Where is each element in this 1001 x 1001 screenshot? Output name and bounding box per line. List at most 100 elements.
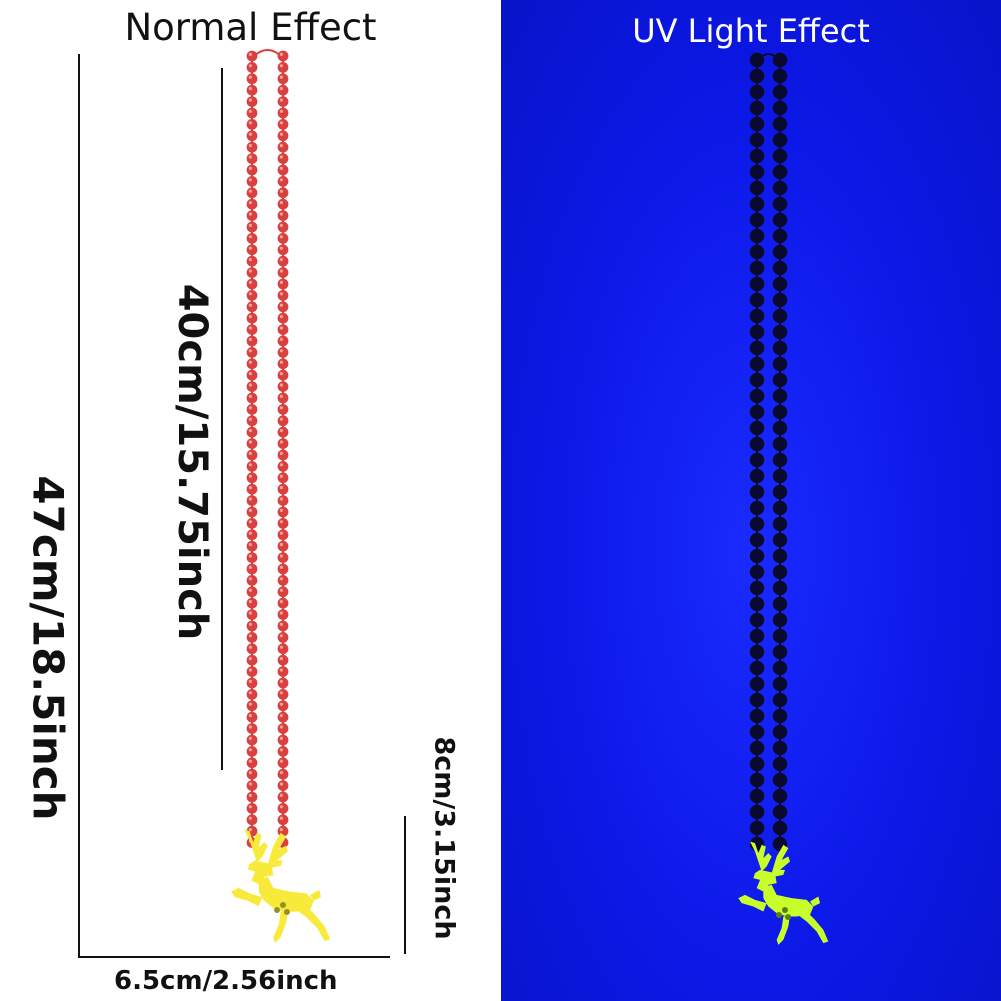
bead	[246, 711, 258, 723]
bead	[277, 62, 289, 73]
bead	[749, 228, 765, 244]
bead-highlight	[248, 805, 252, 809]
bead	[772, 260, 788, 276]
bead	[246, 347, 258, 358]
bead	[772, 404, 788, 420]
bead	[277, 278, 289, 290]
bead	[772, 132, 788, 148]
bead	[772, 164, 788, 180]
bead	[749, 52, 765, 68]
bead	[246, 552, 258, 563]
bead	[246, 791, 258, 803]
bead	[277, 358, 289, 370]
bead	[772, 292, 788, 308]
bead-highlight	[248, 417, 252, 421]
bead-highlight	[279, 748, 283, 752]
black-bead-necklace	[749, 52, 788, 852]
bead	[749, 708, 765, 724]
bead	[749, 644, 765, 660]
bead	[749, 804, 765, 820]
bead-highlight	[279, 303, 283, 307]
bead	[277, 746, 289, 757]
bead-highlight	[279, 429, 283, 433]
bead	[277, 643, 289, 655]
bead	[277, 472, 289, 484]
bead-highlight	[248, 121, 252, 125]
bead	[277, 96, 289, 107]
bead-highlight	[279, 554, 283, 558]
bead	[246, 312, 258, 324]
bead	[246, 620, 258, 632]
bead	[772, 580, 788, 596]
bead	[246, 506, 258, 518]
bead-highlight	[248, 816, 252, 820]
bead	[246, 449, 258, 461]
bead	[246, 404, 258, 415]
bead-highlight	[248, 315, 252, 319]
bead	[772, 324, 788, 340]
bead	[277, 392, 289, 404]
bead	[277, 814, 289, 826]
bead	[277, 153, 289, 165]
pendant-spot	[274, 907, 280, 913]
bead-highlight	[279, 588, 283, 592]
bead	[246, 734, 258, 746]
bead	[246, 768, 258, 780]
bead	[749, 164, 765, 180]
bead	[749, 468, 765, 484]
bead	[277, 734, 289, 746]
bead-highlight	[279, 691, 283, 695]
bead-highlight	[248, 201, 252, 205]
bead	[246, 529, 258, 541]
bead-highlight	[279, 600, 283, 604]
pendant-height-line	[404, 816, 406, 954]
bead	[277, 518, 289, 529]
bead	[246, 96, 258, 107]
bead-highlight	[279, 189, 283, 193]
bead	[772, 660, 788, 676]
bead-highlight	[279, 269, 283, 273]
bead	[246, 757, 258, 769]
bead-highlight	[248, 782, 252, 786]
bead	[277, 404, 289, 415]
bead	[246, 176, 258, 187]
bead-highlight	[248, 565, 252, 570]
bead	[772, 724, 788, 740]
bead-highlight	[248, 736, 252, 741]
bead-highlight	[248, 303, 252, 307]
bead-highlight	[248, 600, 252, 604]
bead	[277, 107, 289, 119]
bead-highlight	[279, 657, 283, 661]
bead-highlight	[248, 451, 252, 455]
bead	[749, 692, 765, 708]
bead	[277, 654, 289, 666]
bead-highlight	[279, 702, 283, 706]
bead-highlight	[279, 87, 283, 91]
bead-highlight	[248, 828, 252, 832]
bead-highlight	[279, 486, 283, 490]
bead	[277, 187, 289, 199]
bead-highlight	[279, 326, 283, 330]
bead-highlight	[279, 292, 283, 296]
bead-highlight	[248, 588, 252, 592]
bead	[772, 196, 788, 212]
bead-highlight	[279, 679, 283, 684]
bead	[277, 723, 289, 734]
bead	[749, 276, 765, 292]
bead-highlight	[279, 121, 283, 125]
bead-highlight	[279, 75, 283, 79]
bead	[772, 84, 788, 100]
bead	[277, 632, 289, 643]
bead	[246, 221, 258, 233]
bead-highlight	[248, 679, 252, 684]
bead-highlight	[248, 668, 252, 672]
bead	[749, 756, 765, 772]
bead	[772, 532, 788, 548]
bead-highlight	[279, 109, 283, 113]
bead-highlight	[248, 474, 252, 478]
bead	[772, 388, 788, 404]
bead	[772, 356, 788, 372]
bead-highlight	[279, 736, 283, 741]
bead	[277, 210, 289, 222]
bead	[246, 632, 258, 643]
